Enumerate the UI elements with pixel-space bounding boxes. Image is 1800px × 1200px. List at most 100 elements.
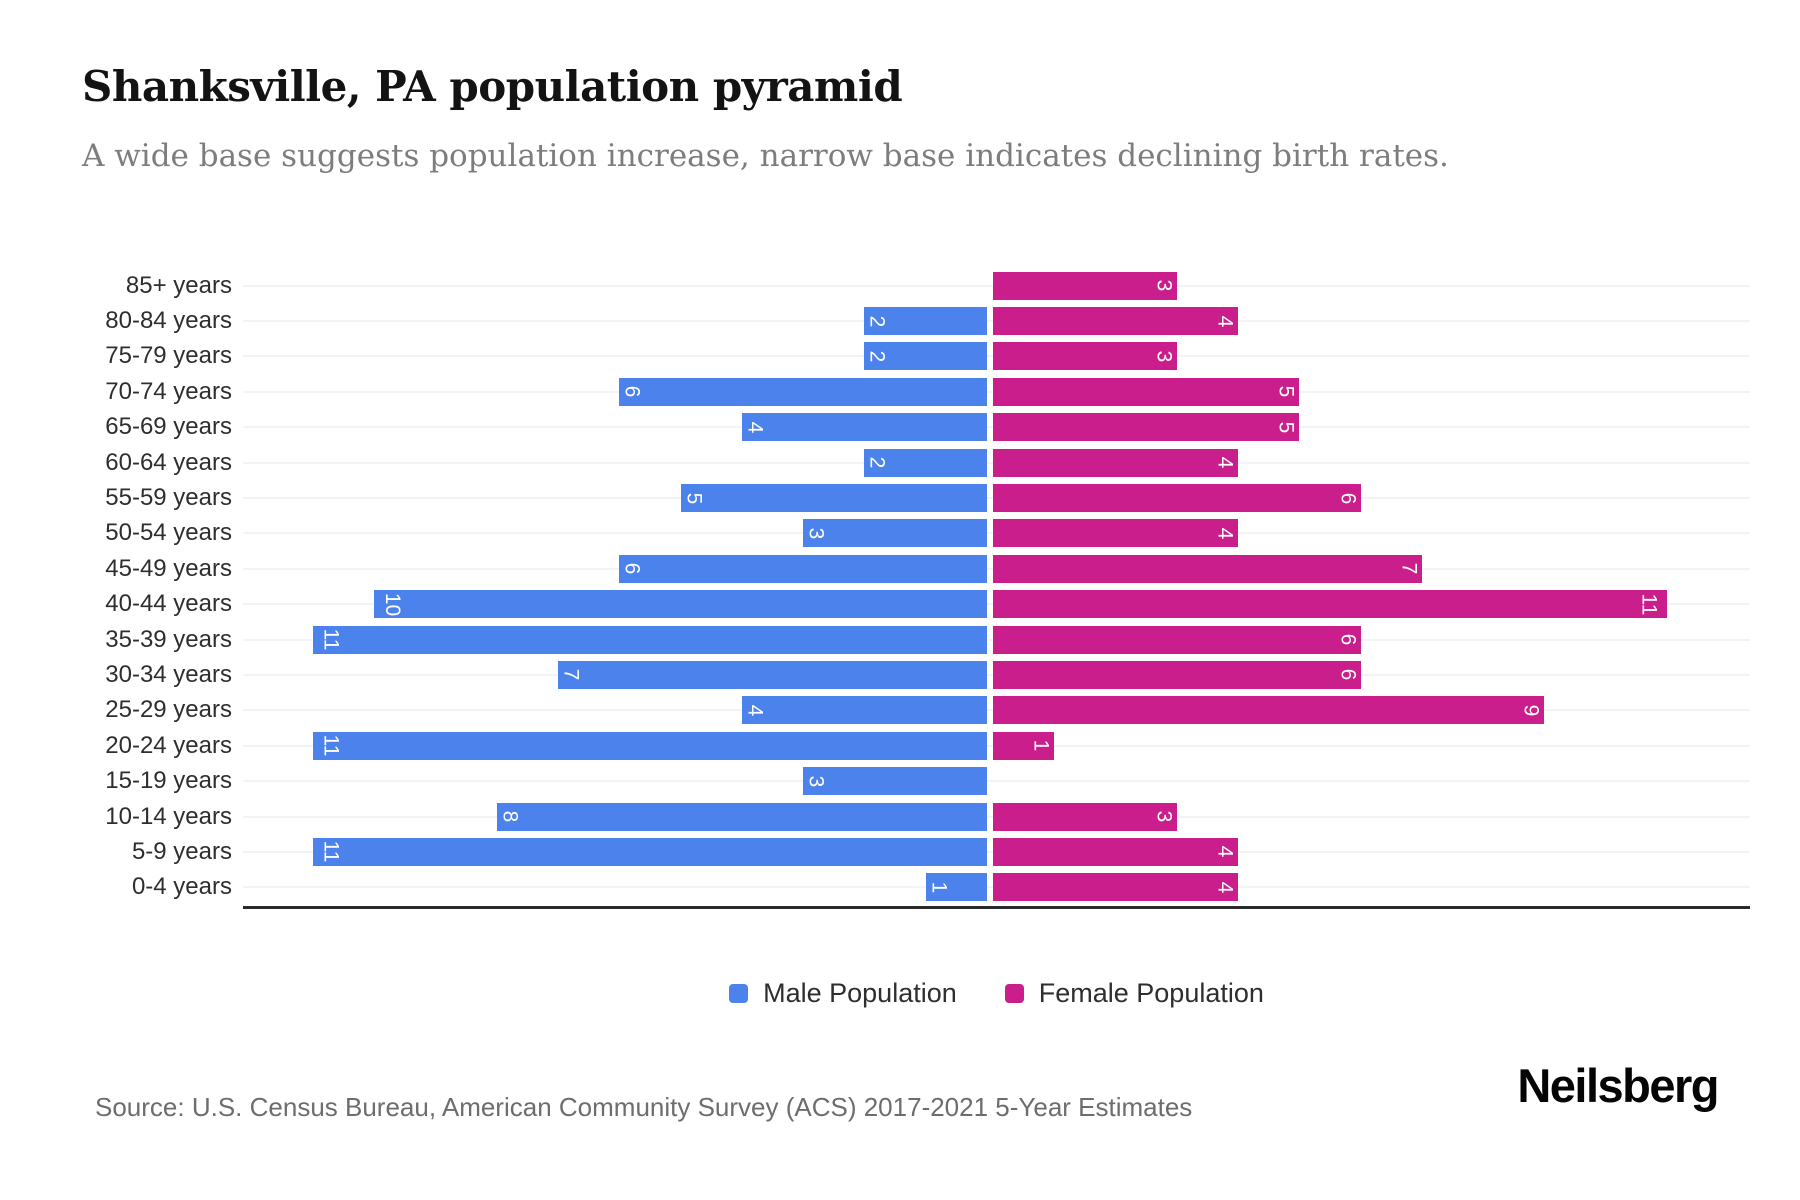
female-half: 6: [990, 480, 1750, 515]
pyramid-rows: 85+ years 3 80-84 years 2 4 75-79 years 2 3 70-7…: [95, 268, 1750, 905]
female-bar[interactable]: 3: [993, 271, 1177, 300]
pyramid-row: 65-69 years 4 5: [95, 410, 1750, 445]
female-bar[interactable]: 4: [993, 519, 1238, 548]
male-bar[interactable]: 5: [681, 484, 987, 513]
legend-label-male: Male Population: [763, 978, 957, 1008]
male-bar[interactable]: 2: [864, 342, 987, 371]
male-bar[interactable]: 11: [313, 731, 987, 760]
bar-value-label: 11: [1637, 593, 1661, 616]
female-bar[interactable]: 7: [993, 554, 1422, 583]
male-bar[interactable]: 8: [497, 802, 987, 831]
row-plot: 3: [243, 763, 1750, 798]
male-half: 5: [243, 480, 990, 515]
male-swatch-icon: [729, 984, 749, 1003]
x-axis-line: [243, 906, 1750, 909]
male-bar[interactable]: 10: [374, 590, 987, 619]
age-group-label: 65-69 years: [105, 413, 232, 441]
age-group-label: 40-44 years: [105, 590, 232, 618]
bar-value-label: 3: [1152, 350, 1176, 363]
pyramid-row: 40-44 years 10 11: [95, 587, 1750, 622]
female-half: 4: [990, 870, 1750, 905]
male-half: 1: [243, 870, 990, 905]
male-bar[interactable]: 3: [803, 519, 987, 548]
male-bar[interactable]: 6: [619, 377, 987, 406]
age-group-label: 60-64 years: [105, 448, 232, 476]
pyramid-row: 35-39 years 11 6: [95, 622, 1750, 657]
male-bar[interactable]: 11: [313, 837, 987, 866]
pyramid-row: 5-9 years 11 4: [95, 834, 1750, 869]
bar-value-label: 3: [1152, 810, 1176, 823]
female-swatch-icon: [1004, 984, 1024, 1003]
pyramid-row: 60-64 years 2 4: [95, 445, 1750, 480]
male-half: 11: [243, 728, 990, 763]
female-bar[interactable]: 6: [993, 660, 1361, 689]
pyramid-row: 25-29 years 4 9: [95, 693, 1750, 728]
pyramid-row: 20-24 years 11 1: [95, 728, 1750, 763]
pyramid-row: 45-49 years 6 7: [95, 551, 1750, 586]
female-half: 4: [990, 445, 1750, 480]
male-half: 10: [243, 587, 990, 622]
female-bar[interactable]: 4: [993, 837, 1238, 866]
female-half: 7: [990, 551, 1750, 586]
female-half: 5: [990, 410, 1750, 445]
age-group-label: 50-54 years: [105, 519, 232, 547]
female-bar[interactable]: 3: [993, 802, 1177, 831]
female-half: 1: [990, 728, 1750, 763]
bar-value-label: 2: [865, 350, 889, 363]
age-group-label: 70-74 years: [105, 377, 232, 405]
female-bar[interactable]: 11: [993, 590, 1667, 619]
row-plot: 3: [243, 268, 1750, 303]
pyramid-row: 0-4 years 1 4: [95, 870, 1750, 905]
age-group-label: 25-29 years: [105, 696, 232, 724]
row-plot: 11 1: [243, 728, 1750, 763]
female-bar[interactable]: 6: [993, 484, 1361, 513]
male-bar[interactable]: 1: [926, 873, 987, 902]
age-group-label: 55-59 years: [105, 484, 232, 512]
female-bar[interactable]: 4: [993, 873, 1238, 902]
bar-value-label: 6: [620, 562, 644, 575]
female-bar[interactable]: 3: [993, 342, 1177, 371]
age-group-label: 10-14 years: [105, 802, 232, 830]
pyramid-row: 15-19 years 3: [95, 763, 1750, 798]
male-half: 7: [243, 657, 990, 692]
female-bar[interactable]: 6: [993, 625, 1361, 654]
female-bar[interactable]: 5: [993, 377, 1299, 406]
bar-value-label: 6: [1336, 633, 1360, 646]
male-bar[interactable]: 6: [619, 554, 987, 583]
legend-item-female[interactable]: Female Population: [1004, 978, 1264, 1009]
female-bar[interactable]: 1: [993, 731, 1054, 760]
male-bar[interactable]: 4: [742, 413, 987, 442]
male-bar[interactable]: 2: [864, 448, 987, 477]
age-group-label: 80-84 years: [105, 307, 232, 335]
legend-item-male[interactable]: Male Population: [729, 978, 957, 1009]
pyramid-row: 80-84 years 2 4: [95, 303, 1750, 338]
neilsberg-logo: Neilsberg: [1517, 1059, 1719, 1112]
male-bar[interactable]: 4: [742, 696, 987, 725]
male-bar[interactable]: 3: [803, 767, 987, 796]
pyramid-row: 50-54 years 3 4: [95, 516, 1750, 551]
female-bar[interactable]: 5: [993, 413, 1299, 442]
male-half: 4: [243, 693, 990, 728]
female-bar[interactable]: 4: [993, 307, 1238, 336]
male-bar[interactable]: 11: [313, 625, 987, 654]
chart-title: Shanksville, PA population pyramid: [82, 62, 903, 111]
female-half: 9: [990, 693, 1750, 728]
female-bar[interactable]: 4: [993, 448, 1238, 477]
age-group-label: 20-24 years: [105, 731, 232, 759]
male-half: 11: [243, 834, 990, 869]
male-half: 2: [243, 445, 990, 480]
female-bar[interactable]: 9: [993, 696, 1544, 725]
bar-value-label: 4: [1213, 527, 1237, 540]
male-half: 11: [243, 622, 990, 657]
male-bar[interactable]: 2: [864, 307, 987, 336]
gridline: [243, 780, 1750, 783]
male-bar[interactable]: 7: [558, 660, 987, 689]
male-half: 6: [243, 551, 990, 586]
bar-value-label: 4: [743, 421, 767, 434]
